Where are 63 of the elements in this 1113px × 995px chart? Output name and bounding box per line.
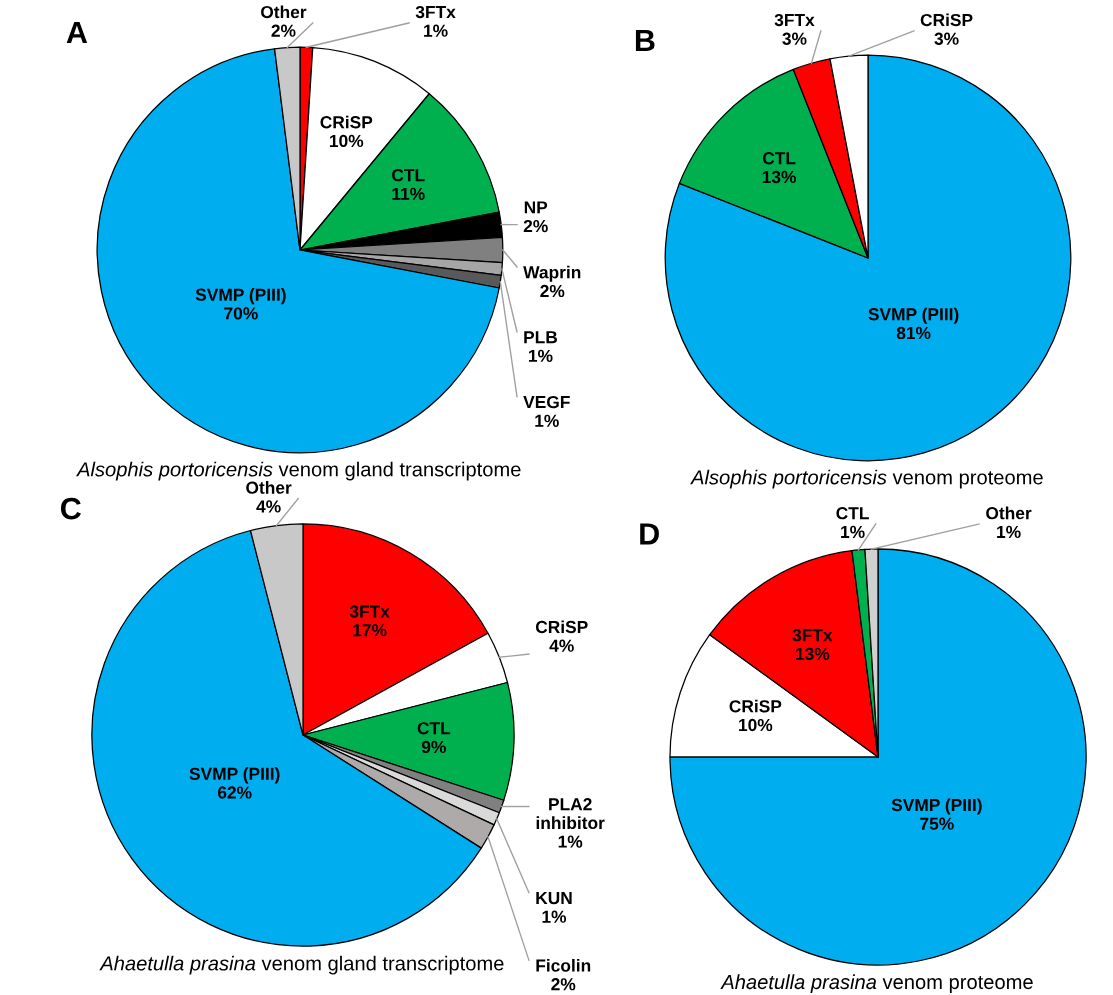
data-label: 3% — [934, 32, 959, 45]
data-label: 75% — [920, 817, 954, 830]
slice-label: Other — [261, 5, 307, 19]
slice-label: Waprin — [523, 265, 581, 282]
pie-slice — [664, 54, 1072, 462]
slice-label: CTL — [417, 722, 451, 735]
data-label: 1% — [424, 24, 448, 37]
slice-label: 3FTx — [415, 5, 456, 19]
chart-title: B — [635, 29, 655, 51]
slice-label: CTL — [762, 152, 796, 165]
text: Alsophis portoricensis venom proteome — [690, 469, 1043, 489]
chart-title: A — [66, 21, 88, 43]
slice-label: VEGF — [523, 395, 570, 409]
data-label: 11% — [392, 187, 425, 200]
slice-label: PLB — [524, 331, 558, 344]
data-label: 2% — [271, 24, 296, 37]
data-label: 62% — [217, 786, 252, 799]
data-label: 13% — [796, 647, 830, 661]
slice-label: 3FTx — [349, 605, 390, 618]
data-label: 4% — [256, 500, 281, 513]
slice-label: PLA2 inhibitor — [536, 798, 605, 830]
slice-label: 3FTx — [774, 13, 815, 27]
pie-slice — [96, 48, 500, 454]
slice-label: CRiSP — [535, 620, 588, 634]
text: Ahaetulla prasina venom gland transcriptome — [99, 955, 504, 975]
data-label: 1% — [542, 910, 567, 923]
slice-label: CRiSP — [729, 699, 782, 713]
slice-label: KUN — [536, 892, 572, 905]
slice-label: SVMP (PIII) — [891, 798, 982, 815]
data-label: 4% — [549, 639, 574, 652]
data-label: 1% — [841, 525, 865, 539]
slice-label: Ficolin — [536, 958, 591, 972]
data-label: 2% — [551, 978, 576, 991]
slice-label: Other — [246, 481, 292, 494]
slice-label: SVMP (PIII) — [189, 767, 280, 784]
data-label: 81% — [896, 326, 931, 340]
data-label: 9% — [421, 740, 446, 754]
text: Alsophis portoricensis venom gland transcriptome — [76, 461, 521, 481]
data-label: 10% — [739, 718, 773, 732]
slice-label: SVMP (PIII) — [868, 307, 959, 324]
data-label: 2% — [540, 284, 565, 298]
slice-label: SVMP (PIII) — [195, 288, 286, 305]
data-label: 1% — [997, 525, 1021, 539]
data-label: 70% — [224, 307, 258, 320]
pie-slice — [669, 548, 1087, 966]
slice-label: NP — [524, 201, 548, 214]
slice-label: Other — [986, 506, 1032, 520]
slice-label: CTL — [836, 507, 869, 520]
data-label: 17% — [353, 624, 387, 637]
data-label: 1% — [529, 349, 553, 362]
slice-label: CTL — [392, 169, 425, 182]
data-label: 13% — [762, 170, 797, 184]
chart-title: C — [60, 497, 81, 520]
data-label: 1% — [535, 414, 559, 427]
data-label: 2% — [523, 219, 548, 233]
chart-title: D — [640, 523, 659, 545]
data-label: 1% — [558, 835, 583, 848]
slice-label: 3FTx — [792, 629, 833, 642]
slice-label: CRiSP — [320, 115, 373, 129]
data-label: 3% — [782, 32, 807, 45]
slice-label: CRiSP — [920, 13, 973, 27]
text: Ahaetulla prasina venom proteome — [720, 974, 1033, 994]
data-label: 10% — [330, 134, 364, 148]
